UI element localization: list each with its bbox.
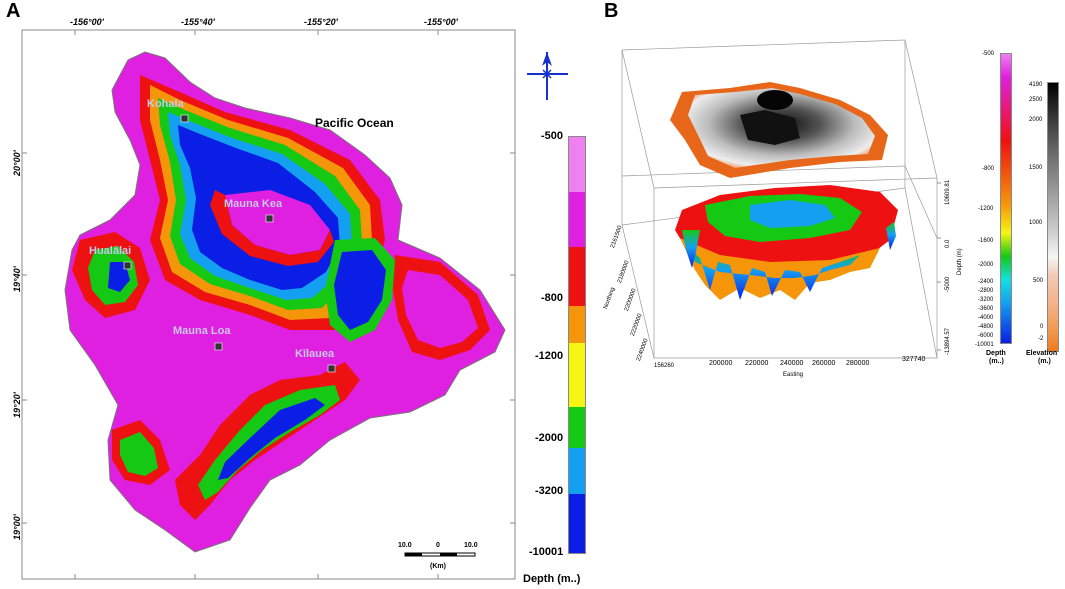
x-tick: 156260	[654, 363, 675, 369]
cb-b-depth-label: -2000	[978, 262, 994, 268]
cb-b-depth-label: -2400	[978, 279, 994, 285]
label-mauna-loa: Mauna Loa	[173, 325, 231, 337]
cb-b-elev-label: 1500	[1029, 165, 1043, 171]
cb-a-label: -2000	[535, 432, 564, 444]
cb-a-label: -10001	[529, 546, 564, 558]
scale-label-zero: 0	[436, 542, 440, 549]
z-tick: 10609.81	[945, 179, 951, 205]
cb-b-depth-label: -3200	[978, 297, 994, 303]
x-tick: 327740	[902, 356, 926, 363]
map-frame	[21, 29, 516, 580]
cb-a-label: -3200	[535, 485, 564, 497]
cb-b-depth-label: -3600	[978, 306, 994, 312]
scale-label-left: 10.0	[398, 542, 412, 549]
cb-b-elev-label: 500	[1033, 278, 1044, 284]
lon-tick: -155°40'	[181, 17, 215, 27]
x-axis-label: Easting	[783, 372, 804, 378]
cb-b-elev-label: 1000	[1029, 220, 1043, 226]
label-mauna-kea: Mauna Kea	[224, 198, 283, 210]
z-tick: -5000	[945, 276, 951, 292]
colorbar-a-segment	[569, 447, 585, 494]
colorbar-a-segment	[569, 493, 585, 553]
cb-b-depth-label: -4000	[978, 315, 994, 321]
cb-b-elev-label: 0	[1040, 324, 1044, 330]
colorbar-a-segment	[569, 137, 585, 192]
cb-a-label: -500	[541, 130, 564, 142]
surface-3d-plot	[621, 39, 941, 359]
scale-unit: (Km)	[430, 563, 446, 570]
colorbar-a-segment	[569, 191, 585, 247]
cb-b-depth-label: -10001	[975, 342, 994, 348]
scale-bar	[404, 552, 476, 557]
island-depth-map	[21, 29, 568, 580]
cb-a-label: -800	[541, 292, 564, 304]
cb-a-title: Depth (m..)	[523, 573, 581, 585]
depth-fill	[65, 52, 505, 552]
cb-b-depth-title: Depth	[986, 350, 1006, 357]
z-axis-ticks	[937, 182, 941, 351]
colorbar-a-segment	[569, 342, 585, 407]
label-hualalai: Hualālai	[89, 245, 132, 257]
x-tick: 240000	[780, 360, 804, 367]
cb-b-depth-label: -800	[982, 166, 995, 172]
label-kilauea: Kīlauea	[295, 348, 335, 360]
lon-tick: -155°20'	[304, 17, 338, 27]
cb-b-depth-label: -6000	[978, 333, 994, 339]
cb-b-elev-title: Elevation	[1026, 350, 1058, 357]
cb-a-label: -1200	[535, 350, 564, 362]
panel-a-letter: A	[6, 0, 21, 22]
surface-3d-sides	[682, 222, 896, 268]
z-axis-label: Depth (m)	[957, 248, 963, 275]
colorbar-a-segment	[569, 246, 585, 307]
cb-b-depth-label: -4800	[978, 324, 994, 330]
x-tick: 280000	[846, 360, 870, 367]
panel-b-letter: B	[604, 0, 619, 22]
cb-b-elev-label: 2500	[1029, 97, 1043, 103]
cb-b-depth-unit: (m..)	[989, 358, 1004, 365]
colorbar-a-segment	[569, 306, 585, 343]
label-kohala: Kohala	[147, 98, 184, 110]
lon-tick: -155°00'	[424, 17, 458, 27]
cb-b-depth-label: -2800	[978, 288, 994, 294]
cb-b-elev-label: -2	[1038, 336, 1044, 342]
elevation-colorbar	[1047, 82, 1059, 352]
x-tick: 260000	[812, 360, 836, 367]
x-tick: 220000	[745, 360, 769, 367]
cb-b-elev-label: 2000	[1029, 117, 1043, 123]
cb-b-elev-unit: (m.)	[1038, 358, 1051, 365]
summit-markers	[123, 114, 336, 373]
lon-tick: -156°00'	[70, 17, 104, 27]
cb-b-depth-label: -500	[982, 51, 995, 57]
depth-colorbar-b	[1000, 53, 1012, 344]
z-tick: 0.0	[945, 239, 951, 248]
z-tick: -13894.57	[945, 327, 951, 355]
cb-b-depth-label: -1200	[978, 206, 994, 212]
cb-b-elev-label: 4190	[1029, 82, 1043, 88]
x-tick: 200000	[709, 360, 733, 367]
depth-colorbar-a	[568, 136, 586, 554]
north-arrow-icon	[527, 52, 568, 100]
scale-label-right: 10.0	[464, 542, 478, 549]
cb-b-depth-label: -1600	[978, 238, 994, 244]
ocean-label: Pacific Ocean	[315, 116, 394, 130]
colorbar-a-segment	[569, 406, 585, 448]
